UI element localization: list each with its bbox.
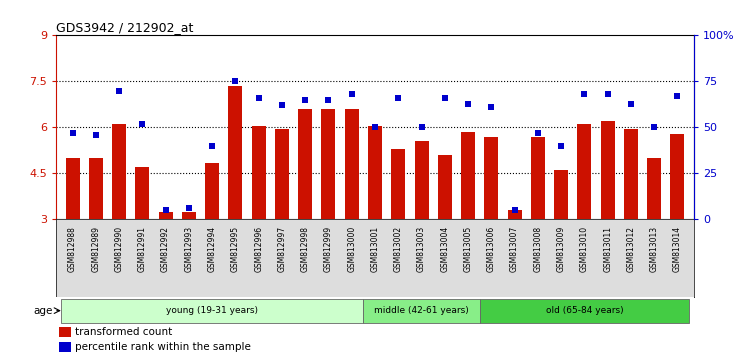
Point <box>299 97 311 103</box>
Text: old (65-84 years): old (65-84 years) <box>545 306 623 315</box>
Bar <box>135 167 149 219</box>
Text: GSM813014: GSM813014 <box>673 226 682 272</box>
Text: GSM812999: GSM812999 <box>324 226 333 272</box>
Text: GSM813005: GSM813005 <box>464 226 472 272</box>
Text: GSM813006: GSM813006 <box>487 226 496 272</box>
Bar <box>206 163 219 219</box>
Text: GSM813004: GSM813004 <box>440 226 449 272</box>
Point <box>160 207 172 213</box>
Bar <box>670 133 685 219</box>
Bar <box>415 141 428 219</box>
Point <box>392 95 404 101</box>
Point <box>439 95 451 101</box>
Point <box>346 91 358 97</box>
Point <box>555 143 567 149</box>
Point <box>509 207 520 213</box>
Bar <box>158 212 172 219</box>
Text: GSM813003: GSM813003 <box>417 226 426 272</box>
Text: GSM813007: GSM813007 <box>510 226 519 272</box>
Bar <box>554 170 568 219</box>
Text: GSM812996: GSM812996 <box>254 226 263 272</box>
Bar <box>438 155 452 219</box>
Bar <box>508 210 521 219</box>
Point <box>416 125 428 130</box>
Text: GSM812995: GSM812995 <box>231 226 240 272</box>
Point <box>625 101 637 106</box>
Point <box>648 125 660 130</box>
Text: young (19-31 years): young (19-31 years) <box>166 306 258 315</box>
Point <box>578 91 590 97</box>
Text: GSM813011: GSM813011 <box>603 226 612 272</box>
Bar <box>275 129 289 219</box>
Text: GSM812988: GSM812988 <box>68 226 77 272</box>
Text: GSM813013: GSM813013 <box>650 226 658 272</box>
Bar <box>229 86 242 219</box>
Text: GSM813001: GSM813001 <box>370 226 380 272</box>
Text: GDS3942 / 212902_at: GDS3942 / 212902_at <box>56 21 194 34</box>
Text: GSM813012: GSM813012 <box>626 226 635 272</box>
Point <box>253 95 265 101</box>
Point <box>462 101 474 106</box>
Bar <box>298 109 312 219</box>
Point <box>322 97 334 103</box>
Bar <box>65 158 80 219</box>
Point <box>671 93 683 99</box>
Text: transformed count: transformed count <box>75 327 172 337</box>
Point <box>276 103 288 108</box>
Text: GSM812991: GSM812991 <box>138 226 147 272</box>
Point <box>230 79 242 84</box>
Text: percentile rank within the sample: percentile rank within the sample <box>75 342 251 352</box>
Text: middle (42-61 years): middle (42-61 years) <box>374 306 469 315</box>
Text: GSM812994: GSM812994 <box>208 226 217 272</box>
Point <box>136 121 148 127</box>
FancyBboxPatch shape <box>480 299 689 322</box>
Text: GSM813010: GSM813010 <box>580 226 589 272</box>
Text: GSM812998: GSM812998 <box>301 226 310 272</box>
Text: GSM813002: GSM813002 <box>394 226 403 272</box>
Point <box>369 125 381 130</box>
Bar <box>59 342 71 353</box>
Text: GSM813000: GSM813000 <box>347 226 356 272</box>
Point <box>206 143 218 149</box>
Text: GSM812992: GSM812992 <box>161 226 170 272</box>
FancyBboxPatch shape <box>363 299 480 322</box>
Point <box>485 104 497 110</box>
Bar <box>601 121 615 219</box>
Bar <box>345 109 358 219</box>
FancyBboxPatch shape <box>61 299 363 322</box>
Text: GSM812997: GSM812997 <box>278 226 286 272</box>
Point <box>90 132 102 138</box>
Bar <box>252 126 266 219</box>
Bar <box>112 124 126 219</box>
Bar <box>578 124 592 219</box>
Bar <box>484 137 498 219</box>
Bar <box>182 212 196 219</box>
Point <box>183 206 195 211</box>
Bar <box>88 158 103 219</box>
Bar <box>59 327 71 337</box>
Bar <box>531 137 544 219</box>
Point <box>67 130 79 136</box>
Bar <box>322 109 335 219</box>
Bar <box>461 132 475 219</box>
Text: GSM812989: GSM812989 <box>92 226 100 272</box>
Bar <box>647 158 662 219</box>
Text: GSM813009: GSM813009 <box>556 226 566 272</box>
Point <box>532 130 544 136</box>
Point <box>602 91 613 97</box>
Bar <box>624 129 638 219</box>
Text: GSM812993: GSM812993 <box>184 226 194 272</box>
Point <box>113 88 125 93</box>
Bar <box>392 149 405 219</box>
Bar <box>368 126 382 219</box>
Text: GSM812990: GSM812990 <box>115 226 124 272</box>
Text: age: age <box>33 306 53 316</box>
Text: GSM813008: GSM813008 <box>533 226 542 272</box>
